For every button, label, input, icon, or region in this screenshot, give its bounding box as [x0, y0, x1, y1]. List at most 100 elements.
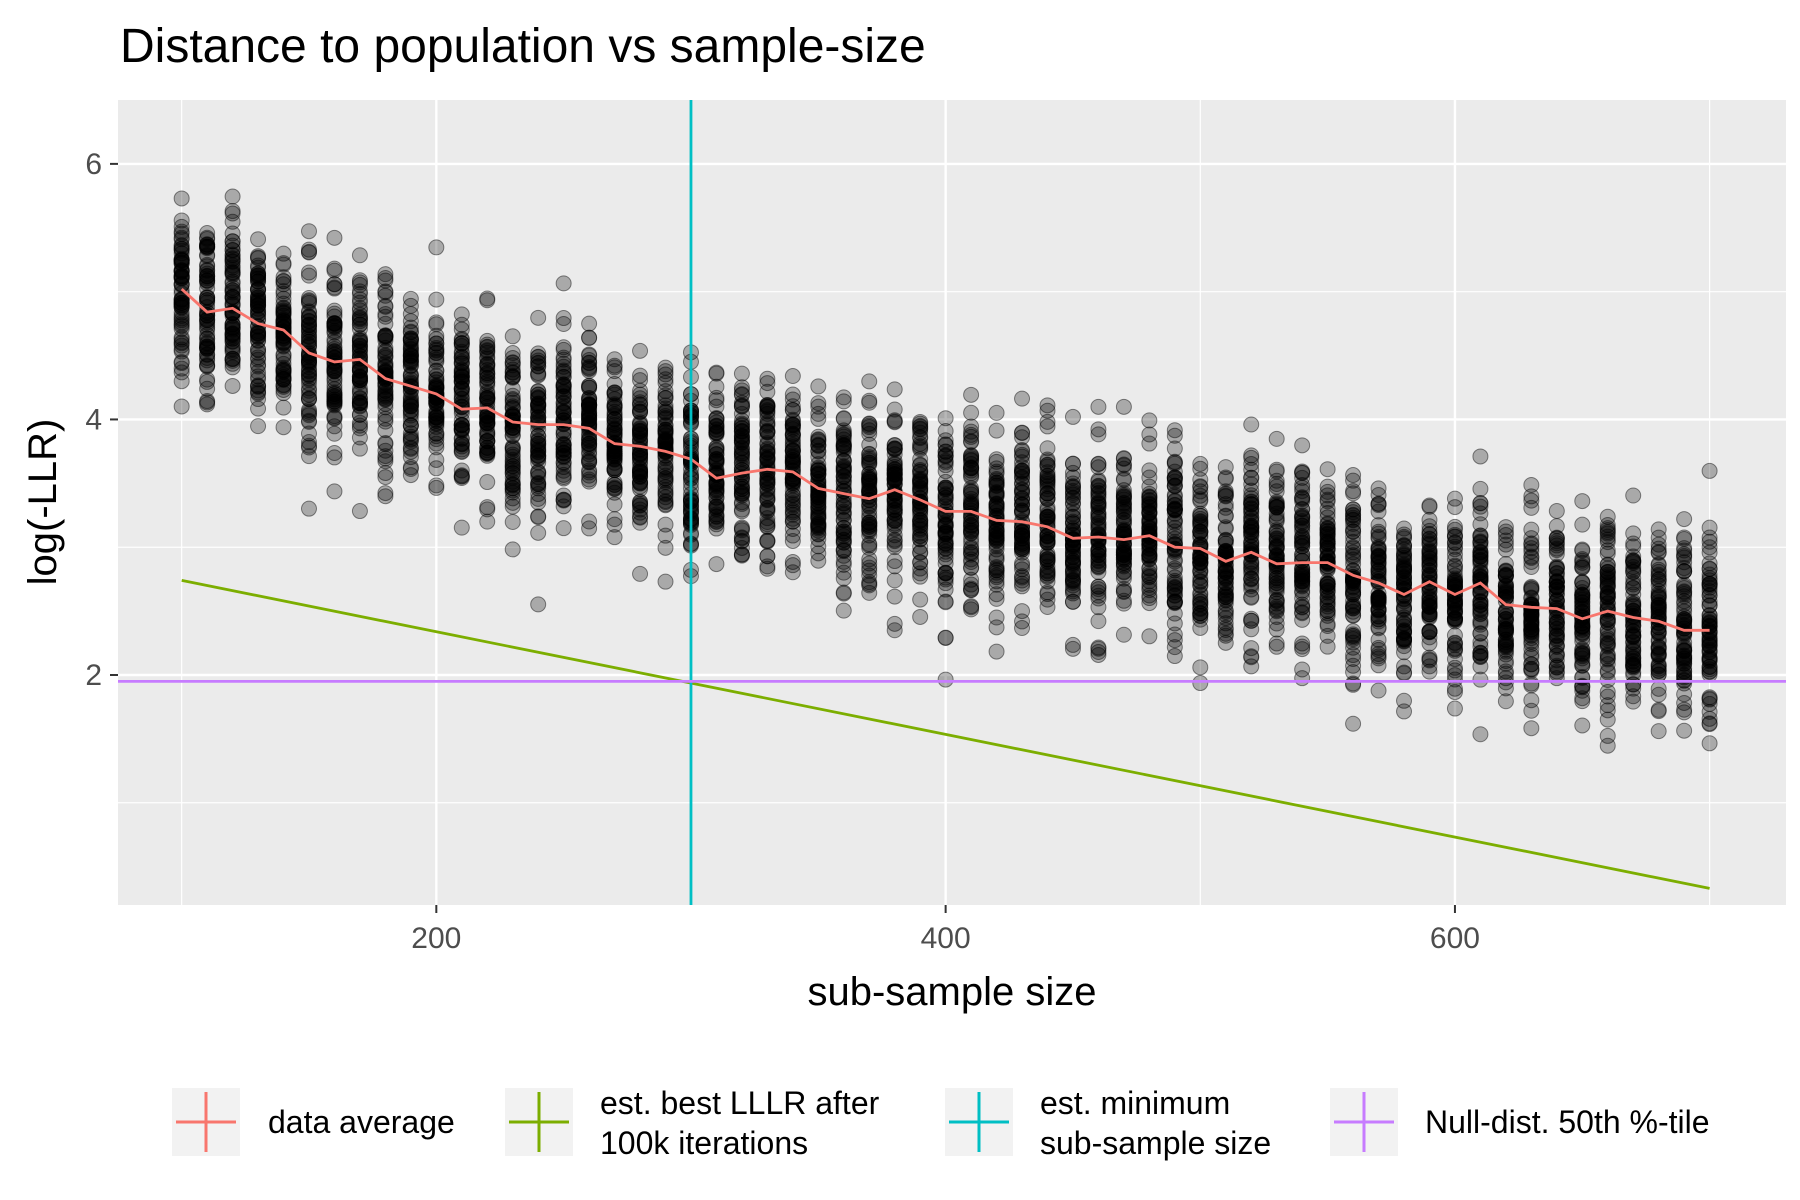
- scatter-point: [173, 299, 190, 316]
- scatter-point: [377, 465, 394, 482]
- scatter-point: [199, 346, 216, 363]
- scatter-point: [1192, 619, 1209, 636]
- scatter-point: [453, 421, 470, 438]
- scatter-point: [402, 297, 419, 314]
- scatter-point: [224, 259, 241, 276]
- scatter-point: [300, 375, 317, 392]
- scatter-point: [1064, 408, 1081, 425]
- scatter-point: [224, 319, 241, 336]
- scatter-point: [1599, 671, 1616, 688]
- scatter-point: [581, 315, 598, 332]
- scatter-point: [199, 238, 216, 255]
- scatter-point: [275, 419, 292, 436]
- scatter-point: [326, 343, 343, 360]
- scatter-point: [326, 397, 343, 414]
- scatter-point: [657, 573, 674, 590]
- scatter-point: [250, 326, 267, 343]
- scatter-point: [199, 356, 216, 373]
- scatter-point: [224, 325, 241, 342]
- scatter-point: [173, 364, 190, 381]
- scatter-point: [581, 443, 598, 460]
- scatter-point: [428, 460, 445, 477]
- scatter-point: [886, 460, 903, 477]
- scatter-point: [300, 407, 317, 424]
- scatter-point: [300, 390, 317, 407]
- scatter-point: [428, 479, 445, 496]
- scatter-point: [275, 311, 292, 328]
- scatter-point: [300, 241, 317, 258]
- scatter-point: [1396, 559, 1413, 576]
- scatter-point: [326, 276, 343, 293]
- scatter-point: [300, 405, 317, 422]
- scatter-point: [250, 324, 267, 341]
- scatter-point: [224, 266, 241, 283]
- scatter-point: [326, 363, 343, 380]
- scatter-point: [377, 448, 394, 465]
- scatter-point: [250, 267, 267, 284]
- scatter-point: [250, 324, 267, 341]
- scatter-point: [275, 376, 292, 393]
- scatter-point: [199, 236, 216, 253]
- scatter-point: [199, 327, 216, 344]
- scatter-point: [632, 342, 649, 359]
- scatter-point: [377, 283, 394, 300]
- scatter-point: [300, 293, 317, 310]
- scatter-point: [326, 393, 343, 410]
- scatter-point: [224, 320, 241, 337]
- scatter-point: [1345, 715, 1362, 732]
- scatter-point: [173, 335, 190, 352]
- scatter-point: [1217, 459, 1234, 476]
- scatter-point: [1396, 631, 1413, 648]
- scatter-point: [377, 272, 394, 289]
- scatter-point: [326, 343, 343, 360]
- scatter-point: [912, 430, 929, 447]
- scatter-point: [1268, 513, 1285, 530]
- scatter-point: [199, 237, 216, 254]
- scatter-point: [784, 416, 801, 433]
- scatter-point: [377, 297, 394, 314]
- scatter-point: [351, 338, 368, 355]
- scatter-point: [1141, 435, 1158, 452]
- scatter-point: [1039, 440, 1056, 457]
- scatter-point: [173, 237, 190, 254]
- scatter-point: [224, 261, 241, 278]
- scatter-point: [530, 389, 547, 406]
- scatter-point: [250, 273, 267, 290]
- scatter-point: [1268, 595, 1285, 612]
- scatter-point: [1650, 663, 1667, 680]
- scatter-point: [173, 263, 190, 280]
- scatter-point: [250, 281, 267, 298]
- scatter-point: [300, 366, 317, 383]
- scatter-point: [835, 602, 852, 619]
- scatter-point: [326, 315, 343, 332]
- scatter-point: [250, 270, 267, 287]
- scatter-point: [275, 385, 292, 402]
- scatter-point: [937, 423, 954, 440]
- scatter-point: [250, 385, 267, 402]
- scatter-point: [912, 479, 929, 496]
- scatter-point: [199, 334, 216, 351]
- scatter-point: [326, 410, 343, 427]
- scatter-point: [275, 295, 292, 312]
- scatter-point: [1294, 437, 1311, 454]
- scatter-point: [326, 344, 343, 361]
- scatter-point: [326, 409, 343, 426]
- scatter-point: [250, 250, 267, 267]
- scatter-point: [530, 596, 547, 613]
- scatter-point: [1243, 476, 1260, 493]
- scatter-point: [377, 356, 394, 373]
- scatter-point: [199, 352, 216, 369]
- scatter-point: [351, 340, 368, 357]
- scatter-point: [988, 562, 1005, 579]
- scatter-point: [377, 342, 394, 359]
- scatter-point: [326, 408, 343, 425]
- scatter-point: [377, 410, 394, 427]
- scatter-point: [351, 380, 368, 397]
- legend-label: est. minimum: [1040, 1085, 1230, 1121]
- scatter-point: [275, 312, 292, 329]
- scatter-point: [479, 355, 496, 372]
- scatter-point: [1676, 701, 1693, 718]
- y-tick-label: 2: [85, 659, 102, 692]
- scatter-point: [1370, 495, 1387, 512]
- scatter-point: [1345, 467, 1362, 484]
